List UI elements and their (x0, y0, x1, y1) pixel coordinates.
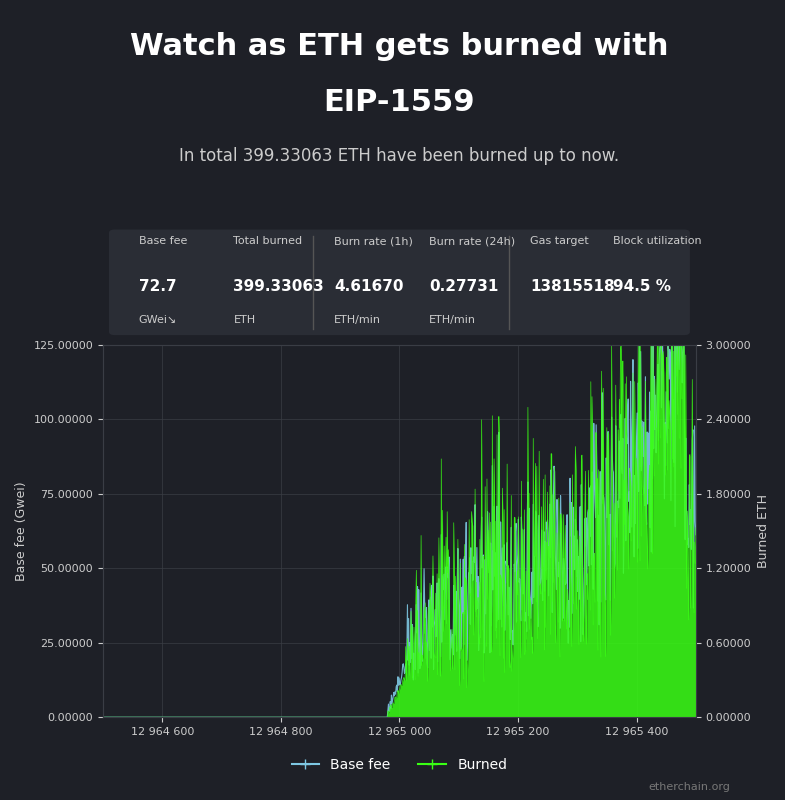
Text: Total burned: Total burned (233, 236, 302, 246)
Text: In total 399.33063 ETH have been burned up to now.: In total 399.33063 ETH have been burned … (180, 147, 619, 165)
Text: 399.33063: 399.33063 (233, 279, 324, 294)
Text: 4.61670: 4.61670 (334, 279, 403, 294)
Text: ETH/min: ETH/min (334, 315, 382, 326)
Text: 0.27731: 0.27731 (429, 279, 498, 294)
Text: Gas target: Gas target (530, 236, 589, 246)
Text: Watch as ETH gets burned with: Watch as ETH gets burned with (130, 31, 669, 61)
Y-axis label: Burned ETH: Burned ETH (757, 494, 770, 568)
Text: 13815518: 13815518 (530, 279, 615, 294)
FancyBboxPatch shape (109, 230, 690, 335)
Text: EIP-1559: EIP-1559 (323, 88, 475, 117)
Text: ETH: ETH (233, 315, 256, 326)
Legend: Base fee, Burned: Base fee, Burned (286, 752, 513, 778)
Text: Burn rate (1h): Burn rate (1h) (334, 236, 413, 246)
Text: GWei↘: GWei↘ (139, 315, 177, 326)
Text: 72.7: 72.7 (139, 279, 176, 294)
Text: ETH/min: ETH/min (429, 315, 476, 326)
Text: etherchain.org: etherchain.org (648, 782, 730, 792)
Text: Burn rate (24h): Burn rate (24h) (429, 236, 515, 246)
Y-axis label: Base fee (Gwei): Base fee (Gwei) (15, 482, 28, 581)
Text: 94.5 %: 94.5 % (613, 279, 671, 294)
Text: Base fee: Base fee (139, 236, 187, 246)
Text: Block utilization: Block utilization (613, 236, 702, 246)
